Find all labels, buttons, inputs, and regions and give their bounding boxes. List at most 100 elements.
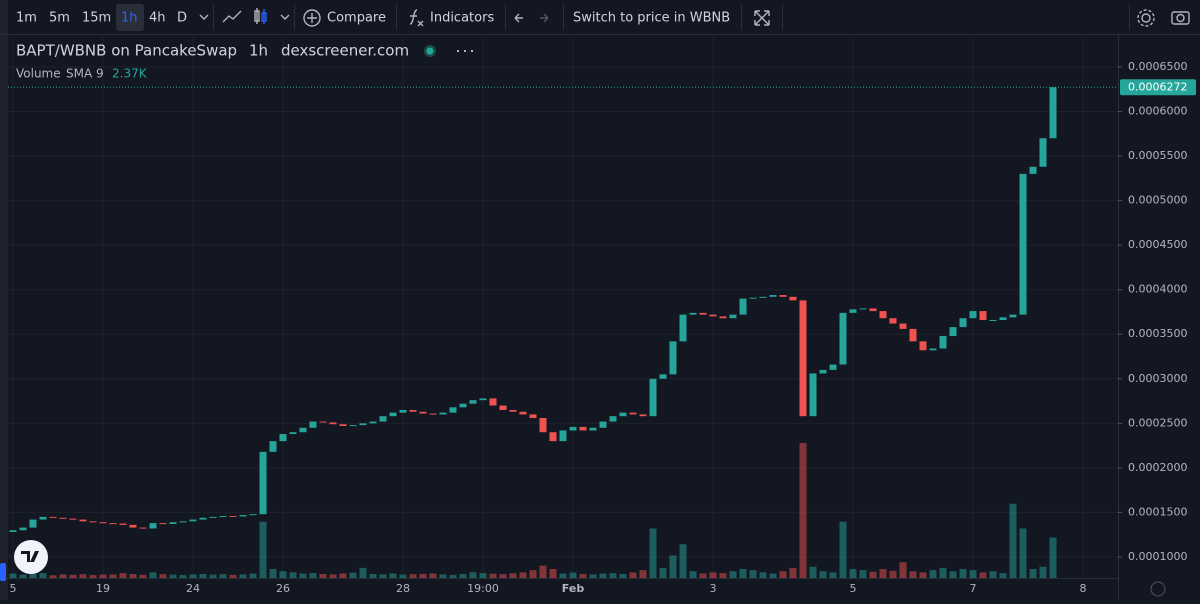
volume-bar [609,573,617,578]
interval-button[interactable]: 1m [16,11,37,26]
volume-bar [779,571,787,578]
candle-body [999,317,1007,320]
candle-body [509,409,517,412]
candle-body [559,430,567,442]
volume-bar [159,574,167,578]
y-tick-label: 0.0006500 [1128,60,1188,73]
candle-body [39,516,47,520]
candle-body [19,527,27,531]
switch-price-button[interactable]: Switch to price in WBNB [573,11,730,26]
candle-body [789,296,797,301]
candle-body [619,412,627,417]
volume-bar [169,574,177,578]
y-tick-label: 0.0001500 [1128,505,1188,518]
x-tick-label: 19:00 [467,582,499,595]
candle-body [639,414,647,417]
volume-bar [399,574,407,578]
volume-bar [1029,569,1037,578]
interval-button[interactable]: 15m [82,11,111,26]
candle-body [649,378,657,417]
candle-body [939,336,947,349]
volume-bar [939,567,947,578]
volume-bar [999,573,1007,578]
interval-button[interactable]: 4h [149,11,166,26]
volume-bar [809,566,817,578]
candle-body [219,515,227,517]
left-strip [0,0,8,600]
volume-bar [9,573,17,578]
volume-bar [599,573,607,578]
volume-bar [549,569,557,578]
candle-body [839,312,847,365]
candle-body [679,314,687,342]
candle-body [459,403,467,408]
volume-bar [979,572,987,578]
candle-body [159,523,167,525]
candle-body [129,524,137,528]
candle-body [949,327,957,337]
volume-bar [189,574,197,578]
candle-body [369,421,377,424]
candle-body [449,407,457,413]
volume-bar [469,572,477,578]
candle-body [419,411,427,414]
candle-body [759,296,767,298]
volume-bar [69,574,77,578]
candle-body [859,308,867,310]
x-tick-label: 8 [1080,582,1087,595]
candle-body [549,432,557,442]
x-tick-label: Feb [562,582,585,595]
interval-button[interactable]: 1h [121,11,138,26]
volume-bar [889,570,897,578]
last-price-label: 0.0006272 [1128,80,1188,93]
volume-bar [359,567,367,578]
candle-body [519,411,527,415]
candle-body [579,426,587,431]
compare-button[interactable]: Compare [327,11,386,26]
volume-bar [79,574,87,578]
volume-bar [249,573,257,578]
candle-body [739,298,747,315]
volume-bar [649,528,657,578]
candle-body [929,348,937,351]
y-tick-label: 0.0001000 [1128,550,1188,563]
candle-body [669,341,677,375]
volume-bar [39,573,47,578]
candle-body [299,427,307,433]
candle-body [279,434,287,442]
volume-bar [689,571,697,578]
candle-body [349,425,357,427]
volume-bar [909,571,917,578]
x-tick-label: 3 [710,582,717,595]
volume-bar [329,574,337,578]
volume-bar [789,567,797,578]
volume-bar [759,572,767,578]
volume-bar [629,572,637,578]
interval-button[interactable]: D [177,11,187,26]
volume-bar [799,443,807,578]
candle-body [689,312,697,315]
axis-settings[interactable] [1150,581,1166,597]
toolbar-icons[interactable] [199,8,1190,27]
candle-body [389,412,397,417]
volume-bar [319,573,327,578]
candle-body [829,364,837,370]
candle-body [909,328,917,342]
volume-bar [1039,566,1047,578]
volume-bar [539,565,547,578]
sma-label: SMA 9 [66,67,104,81]
candle-body [9,530,17,533]
candle-body [659,374,667,379]
interval-button[interactable]: 5m [49,11,70,26]
candle-body [249,514,257,516]
volume-bar [569,572,577,578]
volume-bar [669,555,677,578]
candle-body [329,422,337,425]
candle-body [599,421,607,428]
candle-body [539,417,547,433]
volume-bar [919,572,927,578]
y-tick-label: 0.0005000 [1128,194,1188,207]
candle-body [119,523,127,525]
candle-body [719,316,727,319]
indicators-button[interactable]: Indicators [430,11,494,26]
